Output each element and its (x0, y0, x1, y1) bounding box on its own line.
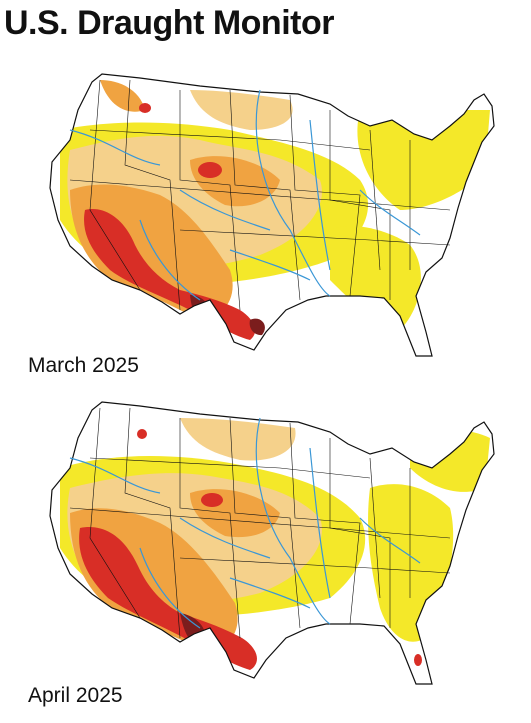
us-outline (49, 73, 495, 357)
state-borders (69, 407, 451, 639)
map-svg-march (49, 73, 495, 357)
map-label-april: April 2025 (28, 684, 123, 707)
rivers (69, 89, 421, 301)
rivers (69, 417, 421, 629)
map-svg-april (49, 401, 495, 685)
state-borders (69, 79, 451, 311)
drought-map-april (30, 398, 500, 688)
us-outline (49, 401, 495, 685)
drought-map-march (30, 70, 500, 360)
page-title: U.S. Draught Monitor (4, 4, 334, 42)
map-label-march: March 2025 (28, 354, 139, 377)
